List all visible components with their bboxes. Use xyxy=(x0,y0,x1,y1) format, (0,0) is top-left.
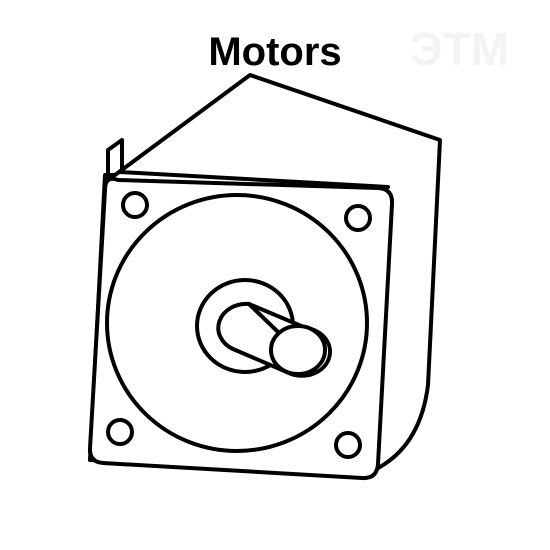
figure-title: Motors xyxy=(0,30,550,75)
mount-hole-br xyxy=(336,433,360,457)
mount-hole-bl xyxy=(108,420,132,444)
motor-line-drawing: ЭТМ xyxy=(0,0,550,550)
mount-hole-tr xyxy=(346,206,370,230)
shaft-end-face xyxy=(271,326,325,374)
motor-figure: ЭТМ Motors xyxy=(0,0,550,550)
mount-hole-tl xyxy=(123,193,147,217)
